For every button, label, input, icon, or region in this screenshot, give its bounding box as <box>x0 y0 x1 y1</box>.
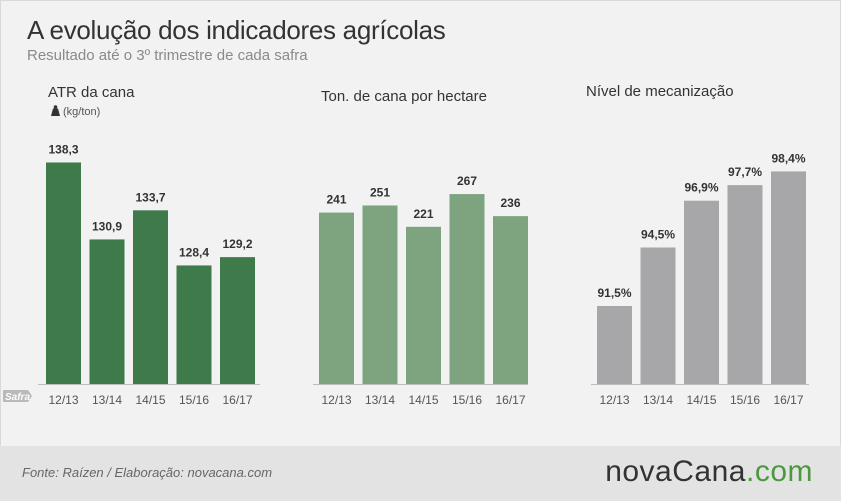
data-label: 91,5% <box>597 286 631 300</box>
safra-badge <box>3 390 32 402</box>
logo-name: novaCana <box>605 455 746 488</box>
page-subtitle: Resultado até o 3º trimestre de cada saf… <box>27 47 308 64</box>
data-label: 251 <box>370 185 390 199</box>
data-label: 221 <box>413 207 433 221</box>
data-label: 133,7 <box>135 190 165 204</box>
footer: Fonte: Raízen / Elaboração: novacana.com… <box>0 446 841 501</box>
data-label: 128,4 <box>179 245 209 259</box>
tick-label: 16/17 <box>773 393 803 407</box>
tick-label: 12/13 <box>321 393 351 407</box>
data-label: 138,3 <box>48 142 78 156</box>
bar-12-13 <box>597 306 632 384</box>
bar-16-17 <box>220 257 255 384</box>
data-label: 129,2 <box>222 237 252 251</box>
tick-label: 13/14 <box>643 393 673 407</box>
tick-label: 15/16 <box>730 393 760 407</box>
data-label: 130,9 <box>92 219 122 233</box>
data-label: 98,4% <box>771 151 805 165</box>
tick-label: 14/15 <box>135 393 165 407</box>
data-label: 241 <box>326 193 346 207</box>
logo-tld: com <box>754 455 813 488</box>
logo-dot: . <box>745 455 755 488</box>
chart-title-2: Ton. de cana por hectare <box>321 88 487 105</box>
tick-label: 14/15 <box>408 393 438 407</box>
bar-13-14 <box>362 205 398 384</box>
bar-13-14 <box>640 247 676 384</box>
bar-12-13 <box>46 162 81 384</box>
source-note: Fonte: Raízen / Elaboração: novacana.com <box>22 465 273 480</box>
bar-14-15 <box>684 200 719 384</box>
data-label: 267 <box>457 174 477 188</box>
bar-14-15 <box>133 210 168 384</box>
tick-label: 15/16 <box>179 393 209 407</box>
bar-15-16 <box>727 185 763 384</box>
bar-16-17 <box>493 216 528 384</box>
tick-label: 14/15 <box>686 393 716 407</box>
chart-title-1: ATR da cana <box>48 84 135 101</box>
page-title: A evolução dos indicadores agrícolas <box>27 15 446 45</box>
data-label: 94,5% <box>641 228 675 242</box>
tick-label: 16/17 <box>495 393 525 407</box>
data-label: 236 <box>500 196 520 210</box>
bar-15-16 <box>449 194 485 384</box>
data-label: 96,9% <box>684 181 718 195</box>
bar-16-17 <box>771 171 806 384</box>
tick-label: 13/14 <box>92 393 122 407</box>
data-label: 97,7% <box>728 165 762 179</box>
tick-label: 13/14 <box>365 393 395 407</box>
tick-label: 12/13 <box>599 393 629 407</box>
chart-unit-label: (kg/ton) <box>63 106 100 118</box>
novacana-logo[interactable]: novaCana.com <box>605 455 813 489</box>
tick-label: 15/16 <box>452 393 482 407</box>
chart-title-3: Nível de mecanização <box>586 83 734 100</box>
tick-label: 16/17 <box>222 393 252 407</box>
bar-14-15 <box>406 226 441 384</box>
bar-15-16 <box>176 265 212 384</box>
bar-13-14 <box>89 239 125 384</box>
safra-badge-label: Safra <box>5 392 30 403</box>
bar-12-13 <box>319 212 354 384</box>
tick-label: 12/13 <box>48 393 78 407</box>
weight-icon <box>51 105 60 116</box>
